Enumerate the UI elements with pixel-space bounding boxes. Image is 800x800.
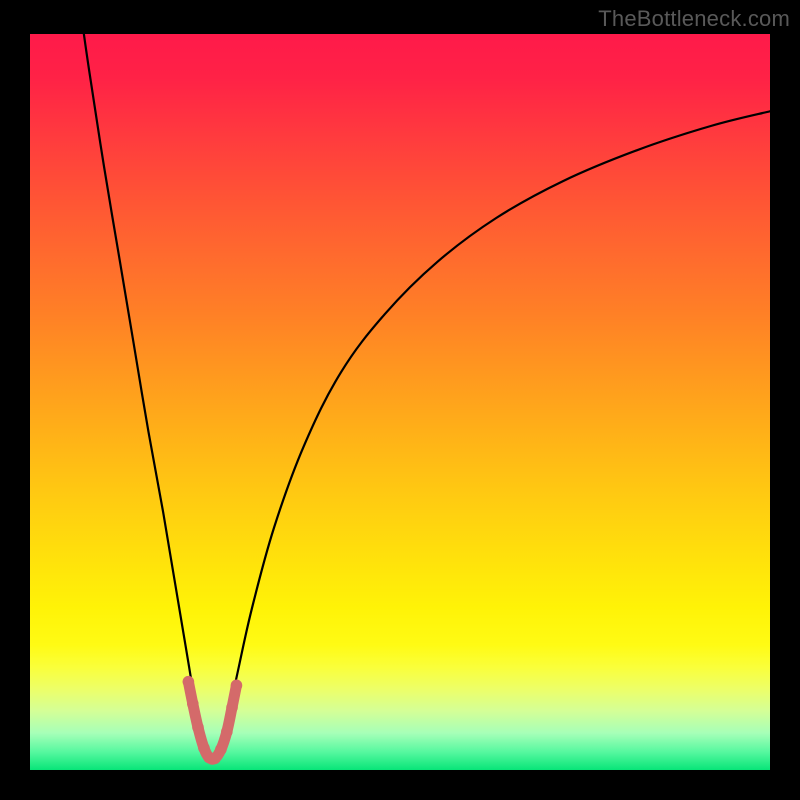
chart-container: TheBottleneck.com bbox=[0, 0, 800, 800]
bottleneck-chart bbox=[30, 34, 770, 770]
watermark-text: TheBottleneck.com bbox=[598, 6, 790, 32]
